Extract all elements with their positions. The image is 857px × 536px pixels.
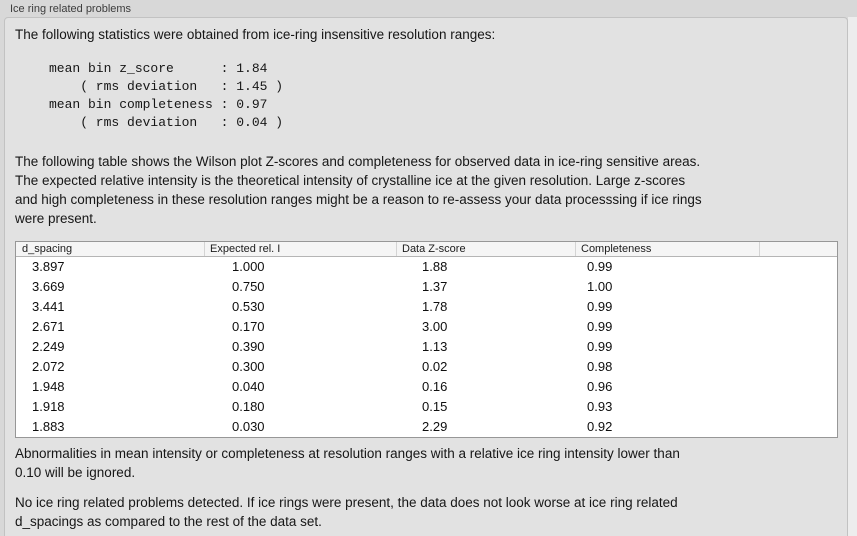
column-header-expected-rel-i[interactable]: Expected rel. I	[204, 242, 396, 256]
table-cell	[759, 277, 837, 297]
table-cell: 0.02	[422, 359, 448, 374]
table-cell	[759, 417, 837, 437]
table-cell: 1.13	[422, 339, 448, 354]
table-cell: 0.99	[587, 299, 613, 314]
table-cell: 0.180	[232, 399, 265, 414]
ice-ring-table: d_spacing Expected rel. I Data Z-score Comp…	[15, 241, 838, 438]
table-row[interactable]: 3.669 0.750 1.37 1.00	[16, 277, 837, 297]
stats-block: mean bin z_score : 1.84 ( rms deviation …	[49, 61, 284, 130]
table-cell: 0.99	[587, 319, 613, 334]
table-body: 3.897 1.000 1.88 0.99 3.669 0.750 1.37 1.00 3.44…	[16, 257, 837, 437]
table-cell: 0.530	[232, 299, 265, 314]
table-cell: 2.29	[422, 419, 448, 434]
ignore-note-text: Abnormalities in mean intensity or compl…	[15, 446, 680, 480]
intro-text: The following statistics were obtained f…	[15, 27, 496, 42]
table-cell: 1.948	[32, 379, 65, 394]
table-cell: 0.15	[422, 399, 448, 414]
table-cell: 0.750	[232, 279, 265, 294]
table-cell	[759, 317, 837, 337]
table-row[interactable]: 1.918 0.180 0.15 0.93	[16, 397, 837, 417]
table-cell: 1.88	[422, 259, 448, 274]
table-cell: 1.000	[232, 259, 265, 274]
table-row[interactable]: 2.072 0.300 0.02 0.98	[16, 357, 837, 377]
table-cell: 0.040	[232, 379, 265, 394]
table-cell: 3.897	[32, 259, 65, 274]
table-cell: 0.390	[232, 339, 265, 354]
table-cell: 2.072	[32, 359, 65, 374]
table-cell: 0.98	[587, 359, 613, 374]
table-row[interactable]: 3.441 0.530 1.78 0.99	[16, 297, 837, 317]
table-cell: 1.918	[32, 399, 65, 414]
table-cell: 0.030	[232, 419, 265, 434]
table-row[interactable]: 2.249 0.390 1.13 0.99	[16, 337, 837, 357]
table-cell: 3.00	[422, 319, 448, 334]
table-cell	[759, 297, 837, 317]
table-cell: 3.669	[32, 279, 65, 294]
column-header-data-z-score[interactable]: Data Z-score	[396, 242, 575, 256]
conclusion-text: No ice ring related problems detected. I…	[15, 495, 678, 529]
table-cell: 0.300	[232, 359, 265, 374]
table-cell: 0.93	[587, 399, 613, 414]
table-header-row: d_spacing Expected rel. I Data Z-score Comp…	[16, 242, 837, 257]
table-cell: 0.96	[587, 379, 613, 394]
table-cell	[759, 357, 837, 377]
right-margin-strip	[848, 17, 857, 536]
table-cell	[759, 257, 837, 277]
table-cell: 1.78	[422, 299, 448, 314]
table-cell: 2.671	[32, 319, 65, 334]
column-header-completeness[interactable]: Completeness	[575, 242, 759, 256]
table-row[interactable]: 2.671 0.170 3.00 0.99	[16, 317, 837, 337]
table-cell: 0.16	[422, 379, 448, 394]
table-description: The following table shows the Wilson plo…	[15, 154, 702, 226]
table-cell: 3.441	[32, 299, 65, 314]
table-row[interactable]: 1.948 0.040 0.16 0.96	[16, 377, 837, 397]
table-cell: 1.37	[422, 279, 448, 294]
table-cell: 0.170	[232, 319, 265, 334]
column-header-filler	[759, 242, 837, 256]
table-row[interactable]: 3.897 1.000 1.88 0.99	[16, 257, 837, 277]
table-cell	[759, 397, 837, 417]
table-cell: 2.249	[32, 339, 65, 354]
table-cell	[759, 377, 837, 397]
panel-title: Ice ring related problems	[10, 3, 132, 15]
table-cell: 0.92	[587, 419, 613, 434]
table-cell: 0.99	[587, 339, 613, 354]
table-cell	[759, 337, 837, 357]
ice-ring-panel: The following statistics were obtained f…	[4, 17, 848, 536]
table-cell: 1.883	[32, 419, 65, 434]
table-cell: 1.00	[587, 279, 613, 294]
table-cell: 0.99	[587, 259, 613, 274]
column-header-d-spacing[interactable]: d_spacing	[22, 243, 73, 255]
table-row[interactable]: 1.883 0.030 2.29 0.92	[16, 417, 837, 437]
